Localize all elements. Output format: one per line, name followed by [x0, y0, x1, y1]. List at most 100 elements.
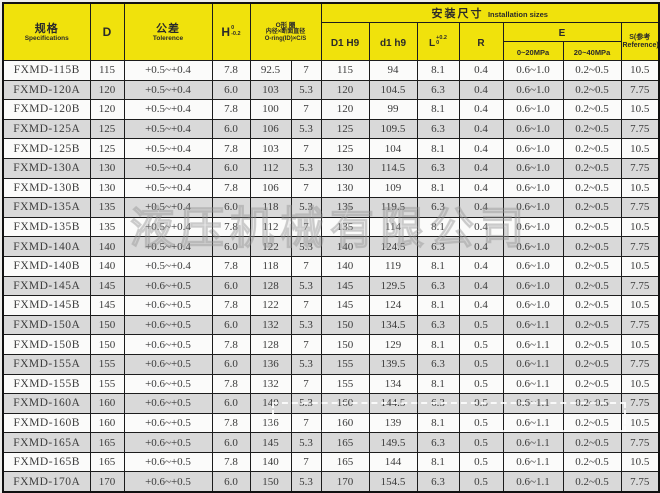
- cell-r: 0.4: [458, 177, 504, 199]
- cell-r: 0.4: [458, 197, 504, 218]
- table-row: FXMD-125B 125 +0.5~+0.4 7.8 103 7 125 104 8.1 0.4…: [2, 138, 660, 159]
- cell-d1h9: 165: [320, 451, 370, 473]
- cell-d1h9-lower: 119.5: [368, 197, 418, 218]
- table-row: FXMD-140B 140 +0.5~+0.4 7.8 118 7 140 119 8.1 0.4…: [2, 255, 660, 277]
- cell-oring-id: 112: [249, 157, 292, 179]
- cell-l: 6.3: [416, 471, 460, 493]
- cell-d1h9-lower: 154.5: [368, 471, 418, 493]
- cell-s-reference: 10.5: [620, 216, 660, 238]
- cell-tolerance: +0.5~+0.4: [123, 79, 213, 101]
- cell-d1h9: 140: [320, 255, 370, 277]
- cell-e-20-40mpa: 0.2~0.5: [562, 236, 622, 257]
- cell-r: 0.4: [458, 60, 504, 81]
- cell-spec: FXMD-155A: [2, 353, 91, 375]
- cell-d1h9: 140: [320, 236, 370, 257]
- cell-s-reference: 7.75: [620, 197, 660, 218]
- cell-oring-id: 118: [249, 197, 292, 218]
- cell-s-reference: 7.75: [620, 236, 660, 257]
- cell-tolerance: +0.5~+0.4: [123, 216, 213, 238]
- cell-l: 8.1: [416, 177, 460, 199]
- cell-spec: FXMD-135B: [2, 216, 91, 238]
- cell-d1h9-lower: 139: [368, 412, 418, 434]
- cell-h: 7.8: [211, 295, 251, 316]
- tolerance-header-en: Tolerence: [152, 34, 184, 42]
- col-header-h: H 0 -0.2: [211, 2, 251, 61]
- cell-spec: FXMD-120B: [2, 99, 91, 120]
- cell-d: 170: [89, 471, 125, 493]
- cell-spec: FXMD-140B: [2, 255, 91, 277]
- cell-l: 6.3: [416, 314, 460, 336]
- cell-oring-cs: 7: [290, 412, 322, 434]
- cell-e-20-40mpa: 0.2~0.5: [562, 138, 622, 159]
- cell-d1h9-lower: 124.5: [368, 236, 418, 257]
- cell-oring-cs: 7: [290, 295, 322, 316]
- cell-e-20-40mpa: 0.2~0.5: [562, 60, 622, 81]
- table-row: FXMD-145B 145 +0.6~+0.5 7.8 122 7 145 124 8.1 0.4…: [2, 295, 660, 316]
- cell-oring-cs: 5.3: [290, 157, 322, 179]
- cell-h: 6.0: [211, 353, 251, 375]
- cell-r: 0.5: [458, 353, 504, 375]
- cell-oring-cs: 7: [290, 373, 322, 395]
- cell-e-0-20mpa: 0.6~1.1: [502, 353, 564, 375]
- cell-e-20-40mpa: 0.2~0.5: [562, 79, 622, 101]
- cell-e-0-20mpa: 0.6~1.0: [502, 79, 564, 101]
- cell-d1h9-lower: 144.5: [368, 393, 418, 414]
- cell-d: 135: [89, 197, 125, 218]
- table-row: FXMD-150A 150 +0.6~+0.5 6.0 132 5.3 150 134.5 6.…: [2, 314, 660, 336]
- cell-l: 6.3: [416, 79, 460, 101]
- cell-d: 140: [89, 236, 125, 257]
- cell-spec: FXMD-170A: [2, 471, 91, 493]
- cell-s-reference: 7.75: [620, 432, 660, 453]
- cell-e-0-20mpa: 0.6~1.0: [502, 197, 564, 218]
- table-row: FXMD-145A 145 +0.6~+0.5 6.0 128 5.3 145 129.5 6.…: [2, 275, 660, 297]
- cell-r: 0.4: [458, 216, 504, 238]
- cell-oring-cs: 5.3: [290, 432, 322, 453]
- cell-s-reference: 10.5: [620, 451, 660, 473]
- cell-d1h9-lower: 94: [368, 60, 418, 81]
- cell-d1h9-lower: 99: [368, 99, 418, 120]
- cell-d1h9-lower: 114: [368, 216, 418, 238]
- cell-oring-id: 103: [249, 138, 292, 159]
- cell-l: 8.1: [416, 138, 460, 159]
- cell-r: 0.4: [458, 138, 504, 159]
- cell-e-0-20mpa: 0.6~1.1: [502, 393, 564, 414]
- cell-l: 6.3: [416, 118, 460, 140]
- cell-l: 8.1: [416, 373, 460, 395]
- cell-h: 6.0: [211, 393, 251, 414]
- cell-tolerance: +0.6~+0.5: [123, 432, 213, 453]
- cell-h: 6.0: [211, 275, 251, 297]
- cell-e-0-20mpa: 0.6~1.0: [502, 255, 564, 277]
- cell-oring-cs: 5.3: [290, 197, 322, 218]
- cell-h: 7.8: [211, 255, 251, 277]
- cell-e-20-40mpa: 0.2~0.5: [562, 118, 622, 140]
- cell-l: 6.3: [416, 157, 460, 179]
- h-tolerance-stack: 0 -0.2: [231, 25, 241, 37]
- table-row: FXMD-135A 135 +0.5~+0.4 6.0 118 5.3 135 119.5 6.…: [2, 197, 660, 218]
- cell-d1h9: 135: [320, 197, 370, 218]
- cell-d1h9: 130: [320, 177, 370, 199]
- install-header-zh: 安装尺寸: [431, 8, 484, 20]
- cell-spec: FXMD-150A: [2, 314, 91, 336]
- cell-d1h9: 130: [320, 157, 370, 179]
- cell-d1h9: 145: [320, 275, 370, 297]
- cell-d: 160: [89, 393, 125, 414]
- cell-e-20-40mpa: 0.2~0.5: [562, 275, 622, 297]
- cell-e-20-40mpa: 0.2~0.5: [562, 373, 622, 395]
- cell-tolerance: +0.5~+0.4: [123, 99, 213, 120]
- cell-d1h9-lower: 124: [368, 295, 418, 316]
- cell-s-reference: 7.75: [620, 118, 660, 140]
- cell-oring-id: 136: [249, 353, 292, 375]
- cell-e-0-20mpa: 0.6~1.0: [502, 157, 564, 179]
- cell-l: 6.3: [416, 236, 460, 257]
- col-header-d1h9-lower: d1 h9: [368, 22, 418, 61]
- cell-h: 7.8: [211, 373, 251, 395]
- cell-spec: FXMD-145B: [2, 295, 91, 316]
- cell-d1h9-lower: 104.5: [368, 79, 418, 101]
- cell-s-reference: 7.75: [620, 353, 660, 375]
- col-header-s-reference: S(参考 Reference): [620, 22, 660, 61]
- cell-e-20-40mpa: 0.2~0.5: [562, 412, 622, 434]
- table-row: FXMD-140A 140 +0.5~+0.4 6.0 122 5.3 140 124.5 6.…: [2, 236, 660, 257]
- cell-tolerance: +0.6~+0.5: [123, 373, 213, 395]
- cell-r: 0.4: [458, 275, 504, 297]
- col-header-e: E: [502, 22, 622, 42]
